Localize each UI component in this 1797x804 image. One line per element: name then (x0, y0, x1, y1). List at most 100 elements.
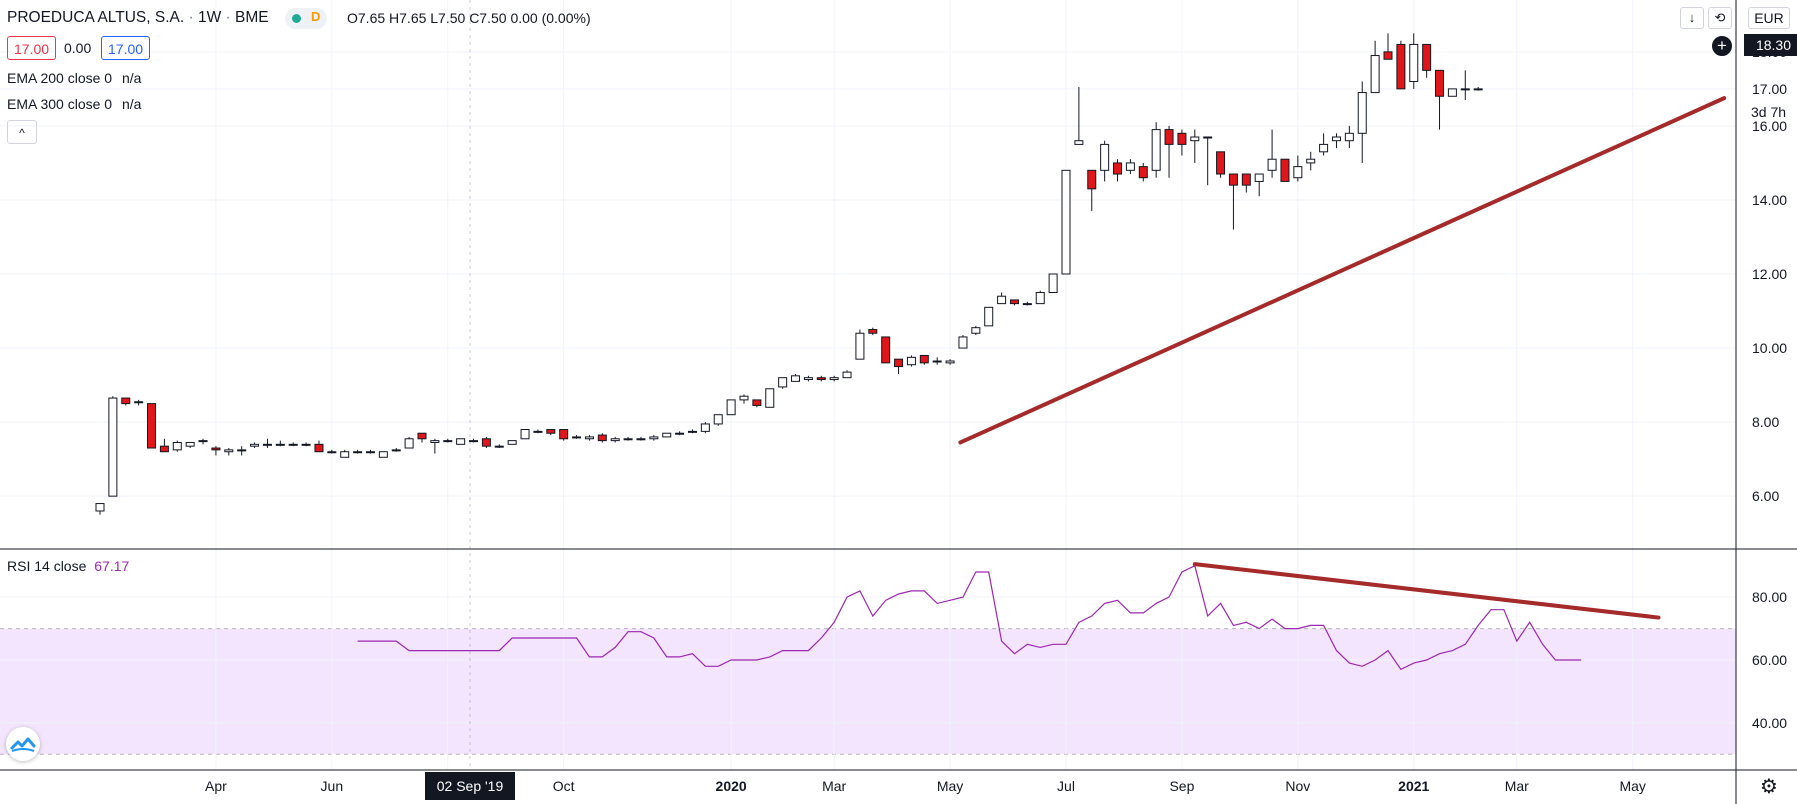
symbol-name[interactable]: PROEDUCA ALTUS, S.A. (7, 9, 185, 26)
candle (1357, 81, 1367, 163)
candle-up-body (1035, 292, 1045, 305)
candle (211, 446, 221, 456)
candle (1344, 125, 1354, 149)
candle-up-body (662, 432, 672, 438)
bid-price-box[interactable]: 17.00 (7, 36, 57, 60)
rsi-trendline (1192, 562, 1661, 620)
candle-up-body (1151, 129, 1161, 171)
candle-up-body (1319, 143, 1329, 153)
candle (494, 444, 504, 449)
candle-down-body (1422, 43, 1432, 71)
candle-up-body (469, 440, 479, 443)
currency-button[interactable]: EUR (1748, 7, 1790, 29)
candle-down-body (1216, 151, 1226, 175)
candle-up-body (1460, 88, 1470, 91)
candle (262, 438, 272, 449)
candle (1241, 173, 1251, 193)
candle (1447, 88, 1457, 97)
collapse-legend-button[interactable]: ^ (7, 120, 37, 144)
candle-up-body (494, 445, 504, 448)
rsi-legend[interactable]: RSI 14 close 67.17 (7, 558, 129, 574)
candle-up-body (829, 377, 839, 381)
candle-up-body (288, 443, 298, 446)
candle (481, 436, 491, 449)
candle (1396, 40, 1406, 90)
candle-up-body (636, 438, 646, 441)
candle (172, 440, 182, 452)
candle (95, 503, 105, 515)
candle (1331, 133, 1341, 149)
candle-down-body (881, 336, 891, 364)
time-axis-label: 2021 (1398, 778, 1429, 794)
candle (159, 438, 169, 453)
candle (1035, 290, 1045, 305)
candle (520, 429, 530, 440)
candle (842, 370, 852, 379)
candle (1074, 87, 1084, 145)
candle-down-body (546, 429, 556, 434)
candle (1203, 136, 1213, 186)
add-alert-plus-icon[interactable]: + (1711, 35, 1733, 57)
candle-up-body (765, 388, 775, 408)
candle (829, 375, 839, 382)
candle-down-body (1177, 132, 1187, 145)
candle (636, 436, 646, 441)
candle-up-body (997, 295, 1007, 305)
symbol-legend[interactable]: PROEDUCA ALTUS, S.A. · 1W · BME (7, 9, 269, 27)
candle (649, 435, 659, 441)
spread-value: 0.00 (64, 40, 92, 56)
legend-separator: · (225, 9, 231, 26)
ask-price-box[interactable]: 17.00 (101, 36, 151, 60)
time-axis-label: Jun (321, 778, 344, 794)
candle (894, 358, 904, 374)
candle-up-body (1125, 162, 1135, 171)
indicator-ema200[interactable]: EMA 200 close 0 n/a (7, 70, 141, 86)
candle-down-body (816, 377, 826, 381)
candle-up-body (198, 440, 208, 443)
candle (1228, 173, 1238, 230)
candle (1009, 299, 1019, 306)
candle (1100, 140, 1110, 182)
price-axis-label: 14.00 (1752, 192, 1787, 208)
candle-up-body (1254, 173, 1264, 182)
candle-up-body (803, 377, 813, 381)
time-axis-label: May (937, 778, 963, 794)
candle-up-body (327, 451, 337, 454)
indicator-ema300[interactable]: EMA 300 close 0 n/a (7, 96, 141, 112)
candle (739, 394, 749, 404)
candle-down-body (1241, 173, 1251, 186)
candle-up-body (1306, 158, 1316, 164)
interval-label[interactable]: 1W (197, 9, 222, 26)
candle-up-body (778, 377, 788, 388)
candle (1022, 301, 1032, 306)
last-price-tag: 18.30 (1744, 34, 1797, 56)
candle (237, 446, 247, 456)
candle (121, 397, 131, 406)
candle-up-body (1190, 136, 1200, 142)
candle-down-body (894, 358, 904, 368)
candle (1190, 129, 1200, 163)
rsi-axis-label: 80.00 (1752, 589, 1787, 605)
candle-up-body (687, 430, 697, 433)
candle-up-body (1061, 169, 1071, 275)
candle (597, 433, 607, 443)
candle (855, 329, 865, 360)
candle (430, 438, 440, 454)
time-axis-label: Mar (822, 778, 846, 794)
market-status-badge[interactable]: D (285, 8, 327, 29)
candle-up-body (353, 451, 363, 454)
delayed-data-badge: D (311, 9, 321, 24)
refresh-icon[interactable]: ⟲ (1708, 7, 1732, 29)
candle (791, 373, 801, 382)
tradingview-logo-icon[interactable] (6, 727, 40, 761)
candle-up-body (224, 449, 234, 453)
candle (584, 435, 594, 441)
candle (559, 429, 569, 441)
scroll-down-icon[interactable]: ↓ (1680, 7, 1704, 29)
candle-up-body (842, 371, 852, 379)
candle-up-body (971, 327, 981, 334)
candle (378, 451, 388, 458)
rsi-axis-label: 60.00 (1752, 652, 1787, 668)
settings-gear-icon[interactable]: ⚙ (1760, 776, 1778, 798)
